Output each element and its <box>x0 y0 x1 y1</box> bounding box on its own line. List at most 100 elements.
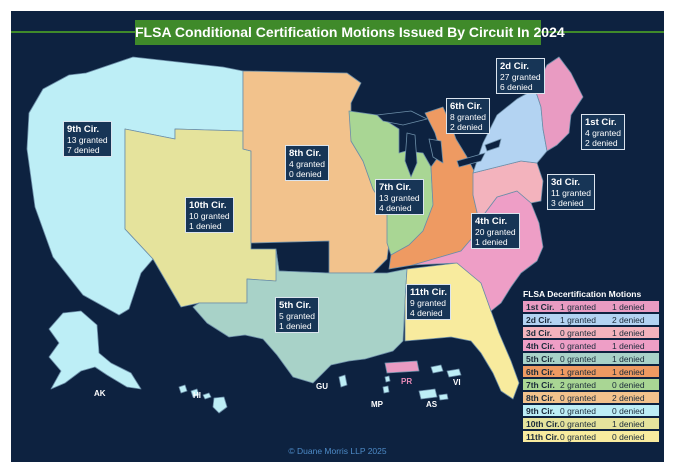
callout-denied: 4 denied <box>410 308 443 318</box>
callout-denied: 7 denied <box>67 145 100 155</box>
callout-denied: 1 denied <box>189 221 222 231</box>
legend-row: 4th Cir. 0 granted 1 denied <box>523 340 659 351</box>
callout-11th-circuit: 11th Cir. 9 granted 4 denied <box>406 284 451 320</box>
legend-granted: 0 granted <box>560 327 596 338</box>
region-hawaii <box>178 384 228 414</box>
legend-row: 6th Cir. 1 granted 1 denied <box>523 366 659 377</box>
copyright-footer: © Duane Morris LLP 2025 <box>288 446 387 456</box>
callout-granted: 4 granted <box>289 159 325 169</box>
great-lakes <box>376 110 502 178</box>
callout-2nd-circuit: 2d Cir. 27 granted 6 denied <box>496 58 545 94</box>
legend-circuit: 7th Cir. <box>526 379 555 390</box>
callout-denied: 4 denied <box>379 203 412 213</box>
callout-circuit-name: 1st Cir. <box>585 117 617 128</box>
callout-granted: 8 granted <box>450 112 486 122</box>
legend-circuit: 5th Cir. <box>526 353 555 364</box>
legend-denied: 0 denied <box>612 405 645 416</box>
legend-row: 3d Cir. 0 granted 1 denied <box>523 327 659 338</box>
callout-10th-circuit: 10th Cir. 10 granted 1 denied <box>185 197 234 233</box>
callout-granted: 13 granted <box>379 193 420 203</box>
legend-row: 8th Cir. 0 granted 2 denied <box>523 392 659 403</box>
legend-denied: 1 denied <box>612 340 645 351</box>
callout-denied: 2 denied <box>450 122 483 132</box>
legend-denied: 1 denied <box>612 366 645 377</box>
legend-row: 2d Cir. 1 granted 2 denied <box>523 314 659 325</box>
legend-row: 1st Cir. 1 granted 1 denied <box>523 301 659 312</box>
callout-granted: 9 granted <box>410 298 446 308</box>
legend-circuit: 10th Cir. <box>526 418 560 429</box>
legend-granted: 0 granted <box>560 353 596 364</box>
legend-granted: 0 granted <box>560 340 596 351</box>
legend-row: 11th Cir. 0 granted 0 denied <box>523 431 659 442</box>
callout-denied: 6 denied <box>500 82 533 92</box>
callout-granted: 5 granted <box>279 311 315 321</box>
callout-denied: 0 denied <box>289 169 322 179</box>
legend-circuit: 6th Cir. <box>526 366 555 377</box>
legend-granted: 1 granted <box>560 301 596 312</box>
callout-denied: 2 denied <box>585 138 618 148</box>
callout-4th-circuit: 4th Cir. 20 granted 1 denied <box>471 213 520 249</box>
legend-denied: 1 denied <box>612 327 645 338</box>
territory-label-vi: VI <box>453 378 461 387</box>
callout-granted: 20 granted <box>475 227 516 237</box>
legend-denied: 1 denied <box>612 418 645 429</box>
territory-label-pr: PR <box>401 377 413 386</box>
region-mariana-islands <box>382 375 391 394</box>
legend-circuit: 3d Cir. <box>526 327 552 338</box>
callout-circuit-name: 10th Cir. <box>189 200 227 211</box>
callout-circuit-name: 7th Cir. <box>379 182 412 193</box>
region-puerto-rico <box>384 360 420 374</box>
callout-7th-circuit: 7th Cir. 13 granted 4 denied <box>375 179 424 215</box>
callout-circuit-name: 4th Cir. <box>475 216 508 227</box>
legend-denied: 2 denied <box>612 314 645 325</box>
region-1st-circuit <box>534 56 584 152</box>
legend-denied: 2 denied <box>612 392 645 403</box>
legend-circuit: 8th Cir. <box>526 392 555 403</box>
legend-granted: 0 granted <box>560 418 596 429</box>
callout-9th-circuit: 9th Cir. 13 granted 7 denied <box>63 121 112 157</box>
legend-granted: 2 granted <box>560 379 596 390</box>
callout-circuit-name: 8th Cir. <box>289 148 322 159</box>
callout-8th-circuit: 8th Cir. 4 granted 0 denied <box>285 145 329 181</box>
callout-granted: 13 granted <box>67 135 108 145</box>
legend-row: 10th Cir. 0 granted 1 denied <box>523 418 659 429</box>
map-title: FLSA Conditional Certification Motions I… <box>135 20 565 45</box>
callout-6th-circuit: 6th Cir. 8 granted 2 denied <box>446 98 490 134</box>
callout-granted: 4 granted <box>585 128 621 138</box>
callout-circuit-name: 9th Cir. <box>67 124 100 135</box>
region-alaska <box>48 310 142 390</box>
territory-label-gu: GU <box>316 382 328 391</box>
legend-granted: 0 granted <box>560 392 596 403</box>
legend-circuit: 1st Cir. <box>526 301 555 312</box>
legend-circuit: 11th Cir. <box>526 431 560 442</box>
legend-circuit: 4th Cir. <box>526 340 555 351</box>
territory-label-mp: MP <box>371 400 383 409</box>
callout-1st-circuit: 1st Cir. 4 granted 2 denied <box>581 114 625 150</box>
legend-denied: 1 denied <box>612 353 645 364</box>
legend-denied: 0 denied <box>612 431 645 442</box>
legend-granted: 0 granted <box>560 405 596 416</box>
legend-circuit: 2d Cir. <box>526 314 552 325</box>
legend-circuit: 9th Cir. <box>526 405 555 416</box>
callout-circuit-name: 3d Cir. <box>551 177 581 188</box>
callout-denied: 1 denied <box>475 237 508 247</box>
legend-denied: 0 denied <box>612 379 645 390</box>
region-virgin-islands <box>430 364 462 378</box>
decertification-legend: FLSA Decertification Motions 1st Cir. 1 g… <box>523 289 659 444</box>
callout-circuit-name: 2d Cir. <box>500 61 530 72</box>
legend-row: 9th Cir. 0 granted 0 denied <box>523 405 659 416</box>
callout-granted: 10 granted <box>189 211 230 221</box>
callout-granted: 27 granted <box>500 72 541 82</box>
callout-5th-circuit: 5th Cir. 5 granted 1 denied <box>275 297 319 333</box>
callout-circuit-name: 11th Cir. <box>410 287 447 298</box>
region-american-samoa <box>418 388 449 401</box>
legend-denied: 1 denied <box>612 301 645 312</box>
territory-label-as: AS <box>426 400 438 409</box>
callout-granted: 11 granted <box>551 188 592 198</box>
callout-circuit-name: 5th Cir. <box>279 300 312 311</box>
legend-title: FLSA Decertification Motions <box>523 289 642 299</box>
map-frame: FLSA Conditional Certification Motions I… <box>11 11 664 462</box>
callout-3rd-circuit: 3d Cir. 11 granted 3 denied <box>547 174 596 210</box>
legend-granted: 0 granted <box>560 431 596 442</box>
legend-row: 5th Cir. 0 granted 1 denied <box>523 353 659 364</box>
